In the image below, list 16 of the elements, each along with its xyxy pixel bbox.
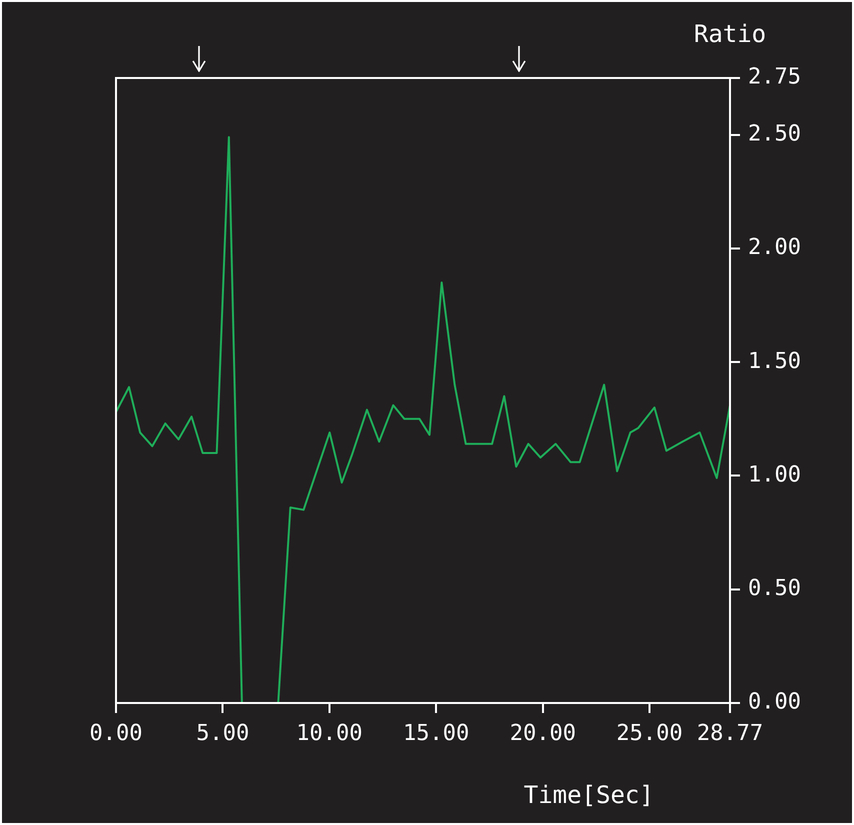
- x-tick-label: 25.00: [616, 720, 683, 746]
- x-axis-title: Time[Sec]: [524, 781, 654, 810]
- y-tick-label: 2.75: [748, 64, 801, 90]
- y-tick-label: 1.50: [748, 348, 801, 374]
- x-tick-label: 10.00: [296, 720, 363, 746]
- y-tick-label: 2.00: [748, 235, 801, 260]
- y-tick-label: 0.50: [748, 576, 801, 602]
- x-tick-label: 15.00: [403, 720, 470, 746]
- y-tick-label: 2.50: [748, 122, 801, 147]
- x-tick-label: 5.00: [196, 720, 250, 746]
- y-tick-label: 1.00: [748, 462, 801, 488]
- y-axis-title: Ratio: [694, 20, 766, 48]
- x-tick-label: 20.00: [510, 720, 576, 746]
- x-tick-label: 0.00: [90, 720, 142, 746]
- x-tick-label: 28.77: [696, 720, 764, 746]
- y-tick-label: 0.00: [748, 690, 801, 715]
